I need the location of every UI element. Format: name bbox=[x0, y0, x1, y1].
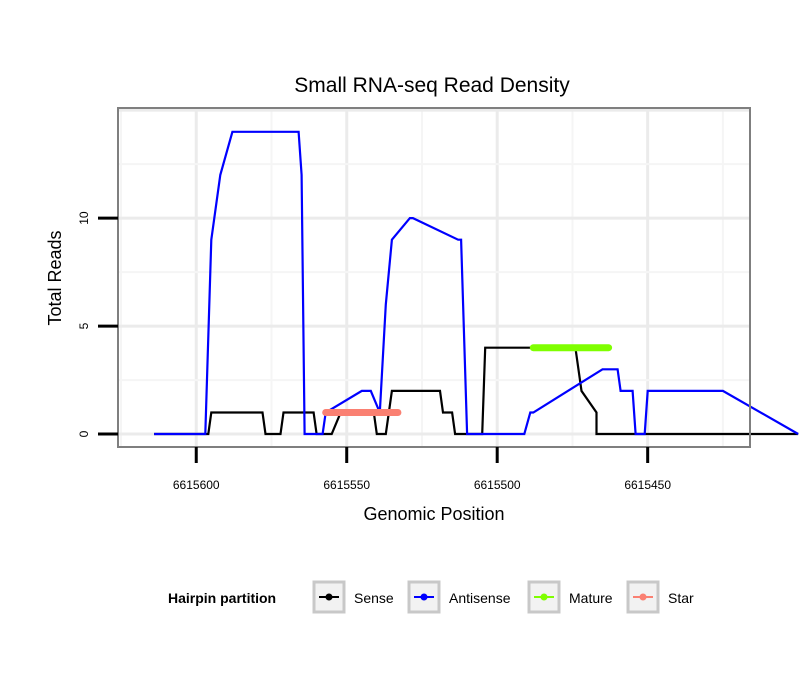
legend-item-star: Star bbox=[626, 580, 694, 614]
legend-label: Star bbox=[668, 590, 694, 606]
legend-key-box bbox=[407, 580, 441, 614]
y-tick-label: 10 bbox=[77, 211, 91, 225]
y-tick-label: 0 bbox=[77, 430, 91, 437]
y-axis: 0 5 10 bbox=[77, 211, 118, 437]
x-axis: 6615600 6615550 6615500 6615450 bbox=[173, 447, 671, 492]
x-tick-label: 6615450 bbox=[624, 478, 671, 492]
chart-title: Small RNA-seq Read Density bbox=[294, 74, 570, 97]
legend-item-sense: Sense bbox=[312, 580, 394, 614]
legend-label: Antisense bbox=[449, 590, 511, 606]
y-axis-title: Total Reads bbox=[45, 230, 65, 325]
legend: Hairpin partition Sense Antisense Mature St… bbox=[168, 580, 694, 614]
legend-key-point bbox=[639, 593, 647, 601]
series-layer bbox=[154, 130, 799, 436]
x-axis-title: Genomic Position bbox=[363, 504, 504, 524]
x-tick-label: 6615550 bbox=[323, 478, 370, 492]
legend-label: Mature bbox=[569, 590, 613, 606]
legend-item-mature: Mature bbox=[527, 580, 613, 614]
y-tick-label: 5 bbox=[77, 322, 91, 329]
plot-panel bbox=[118, 108, 750, 447]
legend-key-point bbox=[540, 593, 548, 601]
legend-label: Sense bbox=[354, 590, 394, 606]
legend-item-antisense: Antisense bbox=[407, 580, 511, 614]
legend-key-point bbox=[420, 593, 428, 601]
series-line-antisense bbox=[154, 130, 799, 436]
x-tick-label: 6615600 bbox=[173, 478, 220, 492]
legend-title: Hairpin partition bbox=[168, 590, 276, 606]
x-tick-label: 6615500 bbox=[474, 478, 521, 492]
plot-border bbox=[117, 107, 751, 448]
legend-key-point bbox=[325, 593, 333, 601]
